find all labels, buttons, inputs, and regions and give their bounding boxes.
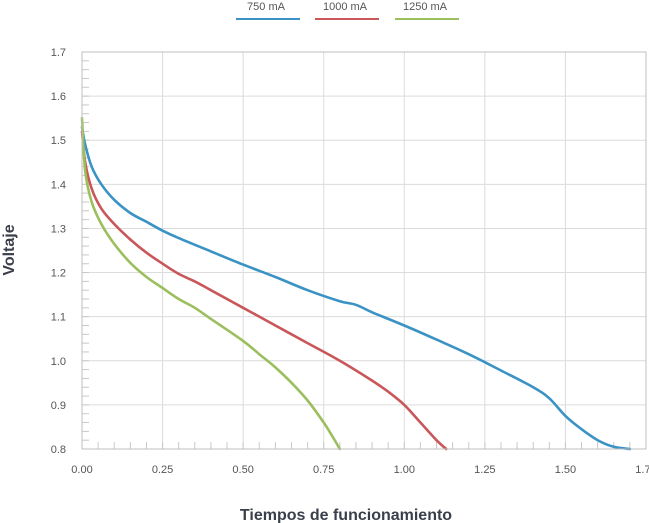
x-tick-label: 0.75 <box>313 464 334 476</box>
legend-label-1: 750 mA <box>247 1 286 13</box>
x-tick-label: 0.00 <box>71 464 92 476</box>
y-axis-title: Voltaje <box>1 224 18 275</box>
series-line-2 <box>80 130 448 451</box>
x-tick-label: 1.50 <box>555 464 576 476</box>
y-tick-label: 0.8 <box>51 444 66 456</box>
legend-label-3: 1250 mA <box>403 1 448 13</box>
y-tick-label: 1.6 <box>51 91 66 103</box>
y-tick-label: 1.5 <box>51 135 66 147</box>
x-tick-label: 1.75 <box>635 464 649 476</box>
series-line-1 <box>80 125 632 451</box>
y-tick-label: 1.1 <box>51 312 66 324</box>
y-tick-label: 0.9 <box>51 400 66 412</box>
y-tick-label: 1.0 <box>51 356 66 368</box>
plot-frame <box>81 51 647 450</box>
legend-label-2: 1000 mA <box>323 1 368 13</box>
y-tick-label: 1.7 <box>51 47 66 59</box>
x-tick-label: 1.25 <box>474 464 495 476</box>
y-tick-label: 1.4 <box>51 179 66 191</box>
y-axis-tick-labels: 0.8 0.9 1.0 1.1 1.2 1.3 1.4 1.5 1.6 1.7 <box>51 47 66 456</box>
y-tick-label: 1.3 <box>51 223 66 235</box>
chart-legend: 750 mA 1000 mA 1250 mA <box>236 1 459 20</box>
y-tick-label: 1.2 <box>51 268 66 280</box>
x-axis-title: Tiempos de funcionamiento <box>240 507 452 523</box>
x-tick-label: 1.00 <box>394 464 415 476</box>
chart-grid <box>82 51 647 449</box>
series-line-3 <box>80 116 342 451</box>
plot-lines <box>80 116 632 451</box>
minor-ticks <box>81 51 647 450</box>
x-tick-label: 0.25 <box>152 464 173 476</box>
x-axis-tick-labels: 0.00 0.25 0.50 0.75 1.00 1.25 1.50 1.75 <box>71 464 649 476</box>
x-tick-label: 0.50 <box>232 464 253 476</box>
